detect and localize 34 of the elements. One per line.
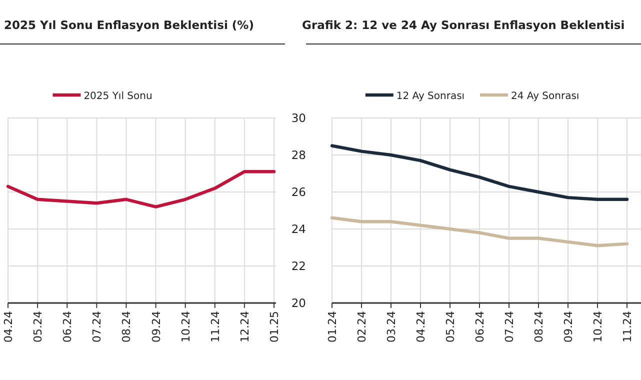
- y-tick-label: 22: [291, 259, 306, 273]
- x-tick-label: 04.24: [414, 311, 428, 342]
- legend-label: 2025 Yıl Sonu: [84, 91, 152, 102]
- x-tick-label: 09.24: [150, 311, 163, 342]
- x-tick-label: 09.24: [562, 311, 575, 342]
- x-tick-label: 01.25: [268, 311, 281, 342]
- y-tick-label: 28: [291, 148, 306, 162]
- x-tick-label: 07.24: [503, 311, 516, 342]
- x-tick-label: 11.24: [208, 311, 222, 342]
- x-tick-label: 03.24: [385, 311, 398, 342]
- x-tick-label: 10.24: [592, 311, 604, 342]
- chart-title: Grafik 2: 12 ve 24 Ay Sonrası Enflasyon Beklentisi: [302, 18, 625, 32]
- x-tick-label: 05.24: [32, 311, 45, 342]
- line-series: [330, 144, 629, 201]
- x-tick-label: 12.24: [238, 311, 252, 342]
- line-series: [330, 216, 629, 248]
- x-tick-label: 07.24: [90, 311, 104, 342]
- x-tick-label: 06.24: [61, 311, 74, 342]
- x-tick-label: 01.24: [326, 311, 339, 342]
- x-tick-label: 10.24: [179, 311, 192, 342]
- y-tick-label: 24: [291, 222, 306, 236]
- x-tick-label: 04.24: [2, 311, 15, 342]
- y-tick-label: 26: [291, 185, 306, 199]
- x-tick-label: 05.24: [444, 311, 457, 342]
- y-tick-label: 30: [291, 111, 306, 125]
- x-tick-label: 11.24: [621, 311, 634, 342]
- x-tick-label: 08.24: [120, 311, 134, 342]
- chart-title: 2025 Yıl Sonu Enflasyon Beklentisi (%): [4, 18, 254, 32]
- x-tick-label: 08.24: [532, 311, 546, 342]
- x-tick-label: 06.24: [474, 311, 486, 342]
- y-tick-label: 20: [291, 296, 306, 310]
- legend-label: 24 Ay Sonrası: [511, 91, 580, 102]
- legend-label: 12 Ay Sonrası: [396, 91, 465, 102]
- x-tick-label: 02.24: [356, 311, 368, 342]
